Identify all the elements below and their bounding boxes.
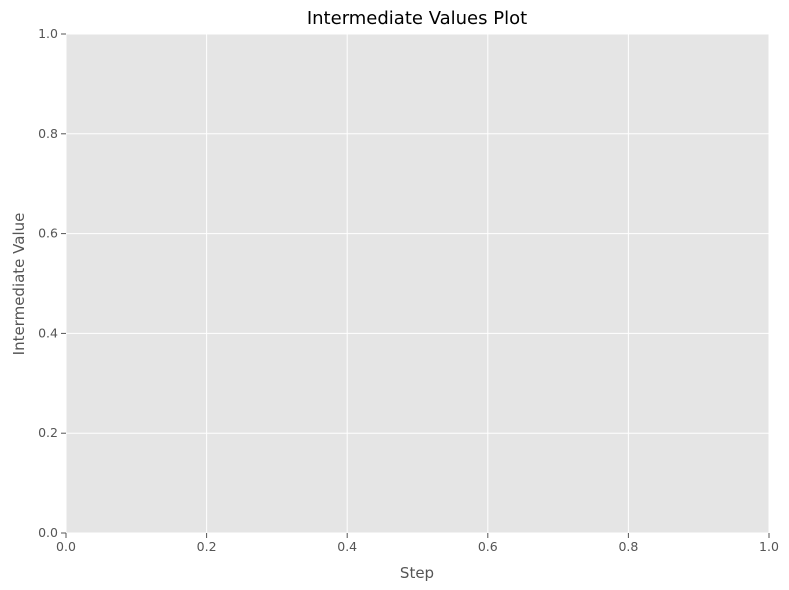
tick-marks [61,33,770,538]
x-tick-label: 1.0 [759,539,779,554]
chart-title: Intermediate Values Plot [307,8,527,29]
y-tick-label: 0.0 [38,525,58,540]
y-axis-label: Intermediate Value [10,213,28,356]
x-tick-label: 0.6 [478,539,498,554]
x-tick-label: 0.2 [197,539,217,554]
y-tick-label: 0.2 [38,425,58,440]
y-tick-label: 0.6 [38,226,58,241]
x-tick-label: 0.8 [618,539,638,554]
x-tick-label: 0.0 [56,539,76,554]
y-tick-label: 0.4 [38,325,58,340]
y-axis-ticks: 0.0 0.2 0.4 0.6 0.8 1.0 [38,26,58,540]
grid [65,33,770,534]
x-axis-label: Step [400,564,434,582]
x-tick-label: 0.4 [337,539,357,554]
plot-area [66,34,769,533]
y-tick-label: 0.8 [38,126,58,141]
x-axis-ticks: 0.0 0.2 0.4 0.6 0.8 1.0 [56,539,779,554]
y-tick-label: 1.0 [38,26,58,41]
